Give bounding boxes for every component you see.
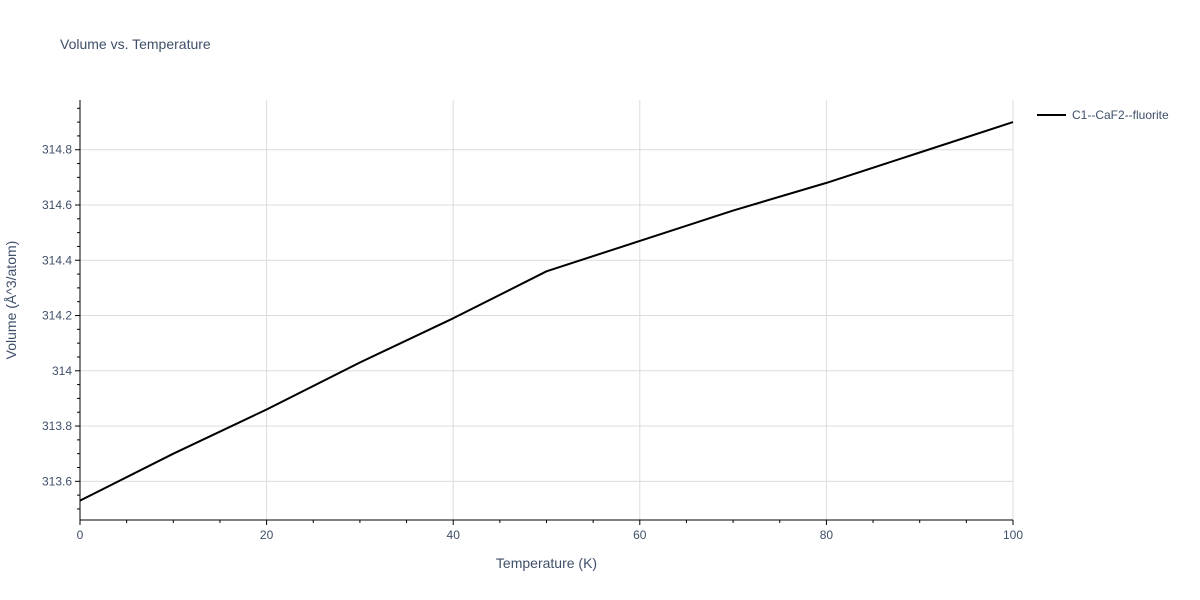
x-tick-label: 100 (1003, 528, 1023, 542)
y-tick-label: 313.6 (42, 474, 72, 488)
x-tick-label: 60 (633, 528, 647, 542)
x-tick-label: 40 (447, 528, 461, 542)
chart-title: Volume vs. Temperature (60, 36, 211, 52)
y-tick-label: 314.4 (42, 253, 72, 267)
y-axis-title: Volume (Å^3/atom) (3, 241, 19, 360)
x-tick-label: 20 (260, 528, 274, 542)
y-tick-label: 313.8 (42, 419, 72, 433)
legend-label: C1--CaF2--fluorite (1072, 108, 1169, 122)
y-tick-label: 314.8 (42, 143, 72, 157)
y-tick-label: 314.6 (42, 198, 72, 212)
y-tick-label: 314 (52, 364, 72, 378)
x-tick-label: 80 (820, 528, 834, 542)
x-tick-label: 0 (77, 528, 84, 542)
x-axis-title: Temperature (K) (496, 555, 597, 571)
series-line (79, 121, 1014, 502)
y-tick-label: 314.2 (42, 309, 72, 323)
